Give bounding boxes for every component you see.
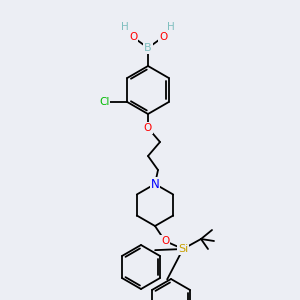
Text: H: H (121, 22, 129, 32)
Text: O: O (159, 32, 167, 42)
Text: O: O (161, 236, 169, 246)
Text: Cl: Cl (99, 97, 110, 107)
Text: H: H (167, 22, 175, 32)
Text: Si: Si (178, 244, 188, 254)
Text: O: O (129, 32, 137, 42)
Text: N: N (151, 178, 159, 190)
Text: O: O (144, 123, 152, 133)
Text: N: N (151, 178, 159, 190)
Text: B: B (144, 43, 152, 53)
